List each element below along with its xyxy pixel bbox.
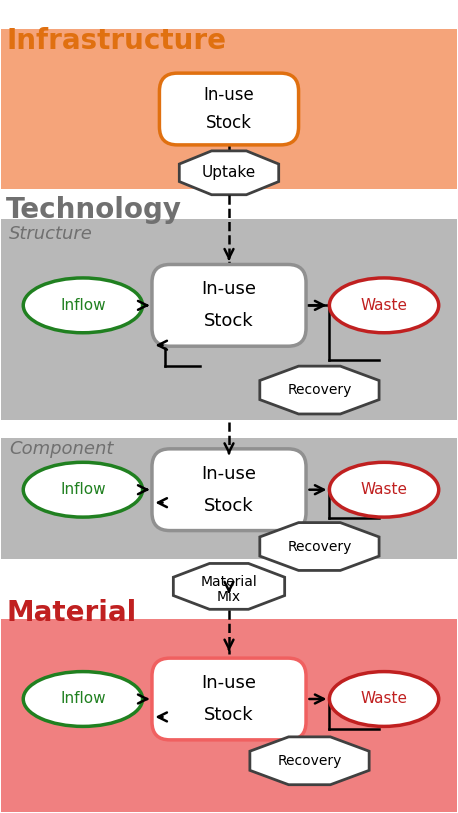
- Text: Inflow: Inflow: [60, 692, 106, 706]
- Ellipse shape: [329, 463, 439, 517]
- Text: Waste: Waste: [360, 298, 408, 313]
- Bar: [1, 438, 457, 559]
- Text: Stock: Stock: [204, 312, 254, 330]
- Bar: [1, 29, 457, 189]
- Text: Stock: Stock: [206, 114, 252, 132]
- Ellipse shape: [329, 278, 439, 333]
- Bar: [1, 219, 457, 420]
- Text: In-use: In-use: [202, 674, 256, 692]
- Polygon shape: [179, 151, 279, 195]
- Polygon shape: [173, 563, 285, 609]
- Bar: [1, 620, 457, 811]
- Text: Inflow: Inflow: [60, 298, 106, 313]
- Text: Material: Material: [6, 599, 136, 628]
- Text: Component: Component: [9, 440, 114, 458]
- Ellipse shape: [23, 278, 142, 333]
- Text: Recovery: Recovery: [278, 754, 342, 767]
- Text: In-use: In-use: [202, 280, 256, 298]
- Text: Stock: Stock: [204, 497, 254, 515]
- Text: Stock: Stock: [204, 706, 254, 724]
- Text: Material: Material: [201, 576, 257, 589]
- FancyBboxPatch shape: [159, 73, 299, 145]
- Text: Uptake: Uptake: [202, 165, 256, 180]
- FancyBboxPatch shape: [152, 449, 306, 531]
- Text: Technology: Technology: [6, 196, 182, 224]
- Text: In-use: In-use: [202, 465, 256, 483]
- Text: Recovery: Recovery: [287, 540, 352, 554]
- Polygon shape: [260, 523, 379, 571]
- FancyBboxPatch shape: [152, 659, 306, 740]
- Text: Recovery: Recovery: [287, 383, 352, 397]
- Text: Structure: Structure: [9, 224, 93, 242]
- Text: In-use: In-use: [204, 86, 254, 104]
- Text: Infrastructure: Infrastructure: [6, 28, 226, 55]
- Ellipse shape: [23, 463, 142, 517]
- Text: Inflow: Inflow: [60, 482, 106, 498]
- Ellipse shape: [329, 672, 439, 726]
- Ellipse shape: [23, 672, 142, 726]
- Text: Waste: Waste: [360, 482, 408, 498]
- Polygon shape: [260, 366, 379, 414]
- FancyBboxPatch shape: [152, 264, 306, 346]
- Polygon shape: [250, 737, 369, 785]
- Text: Mix: Mix: [217, 590, 241, 604]
- Text: Waste: Waste: [360, 692, 408, 706]
